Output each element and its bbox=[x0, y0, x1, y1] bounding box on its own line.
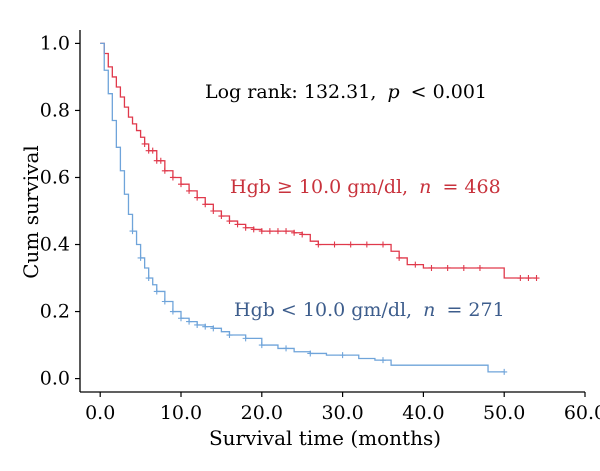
censor-mark bbox=[283, 345, 290, 352]
x-tick-label: 10.0 bbox=[160, 402, 202, 424]
series-label-main: Hgb ≥ 10.0 gm/dl, bbox=[230, 176, 408, 198]
series-label-n: n bbox=[423, 299, 435, 321]
censor-mark bbox=[517, 275, 524, 282]
censor-mark bbox=[178, 315, 184, 322]
censor-mark bbox=[460, 264, 467, 271]
censor-mark bbox=[363, 241, 370, 248]
censor-mark bbox=[396, 254, 403, 261]
censor-mark bbox=[266, 228, 273, 235]
censor-mark bbox=[380, 241, 386, 248]
censor-mark bbox=[283, 228, 290, 235]
x-tick-label: 50.0 bbox=[483, 402, 525, 424]
log-rank-annotation: Log rank: 132.31, p < 0.001 bbox=[205, 81, 487, 103]
censor-mark bbox=[234, 221, 241, 228]
censor-mark bbox=[149, 147, 156, 154]
censor-mark bbox=[202, 323, 209, 330]
series-label-main: Hgb < 10.0 gm/dl, bbox=[234, 299, 412, 321]
censor-mark bbox=[331, 241, 338, 248]
series-label-high-hgb: Hgb ≥ 10.0 gm/dl, n = 468 bbox=[230, 176, 501, 198]
censor-mark bbox=[347, 241, 354, 248]
censor-mark bbox=[412, 261, 419, 268]
censor-mark bbox=[137, 254, 144, 261]
censor-mark bbox=[533, 275, 540, 282]
x-tick-label: 0.0 bbox=[85, 402, 115, 424]
axes bbox=[79, 30, 585, 393]
p-symbol: p bbox=[387, 81, 399, 103]
series-label-count: = 468 bbox=[442, 176, 500, 198]
survival-curve bbox=[100, 42, 505, 373]
censor-mark bbox=[210, 208, 217, 214]
p-value: < 0.001 bbox=[411, 81, 487, 103]
censor-mark bbox=[161, 298, 168, 305]
censor-mark bbox=[218, 213, 225, 220]
censor-mark bbox=[501, 368, 508, 375]
censor-mark bbox=[428, 264, 435, 271]
series-label-count: = 271 bbox=[446, 299, 504, 321]
y-tick-label: 0.8 bbox=[40, 99, 70, 121]
censor-mark bbox=[476, 264, 483, 271]
survival-curve bbox=[100, 42, 537, 279]
censor-mark bbox=[299, 231, 306, 238]
y-tick-label: 1.0 bbox=[40, 32, 70, 54]
censor-mark bbox=[315, 241, 322, 248]
censor-mark bbox=[226, 332, 233, 339]
log-rank-prefix: Log rank: 132.31, bbox=[205, 81, 376, 103]
y-tick-label: 0.0 bbox=[40, 368, 70, 390]
censor-mark bbox=[210, 325, 217, 332]
censor-mark bbox=[291, 229, 298, 236]
censor-mark bbox=[169, 308, 176, 315]
censor-mark bbox=[380, 357, 386, 364]
y-tick-label: 0.2 bbox=[40, 301, 70, 323]
y-tick-label: 0.6 bbox=[40, 166, 70, 188]
censor-mark bbox=[444, 264, 451, 271]
censor-mark bbox=[186, 187, 193, 194]
censor-mark bbox=[157, 157, 164, 164]
series-1 bbox=[100, 42, 508, 375]
censor-mark bbox=[202, 201, 209, 208]
censor-mark bbox=[186, 318, 193, 325]
series-label-low-hgb: Hgb < 10.0 gm/dl, n = 271 bbox=[234, 299, 505, 321]
censor-mark bbox=[258, 342, 265, 349]
censor-mark bbox=[307, 350, 314, 357]
censor-mark bbox=[141, 140, 148, 147]
y-ticks: 0.0 0.2 0.4 0.6 0.8 1.0 bbox=[40, 32, 80, 390]
y-tick-label: 0.4 bbox=[40, 234, 70, 256]
x-tick-label: 20.0 bbox=[241, 402, 283, 424]
censor-mark bbox=[242, 224, 249, 231]
censor-mark bbox=[161, 167, 168, 174]
censor-mark bbox=[525, 275, 532, 282]
censor-mark bbox=[258, 228, 265, 235]
censor-mark bbox=[153, 288, 160, 295]
censor-mark bbox=[250, 226, 257, 233]
censor-mark bbox=[169, 174, 176, 181]
censor-mark bbox=[178, 181, 184, 188]
censor-mark bbox=[129, 228, 136, 235]
censor-mark bbox=[242, 335, 249, 342]
censor-mark bbox=[145, 275, 152, 282]
x-axis-title: Survival time (months) bbox=[209, 426, 441, 450]
y-axis-title: Cum survival bbox=[19, 145, 43, 279]
censor-mark bbox=[226, 218, 233, 225]
censor-mark bbox=[194, 321, 201, 328]
series-label-n: n bbox=[419, 176, 431, 198]
x-tick-label: 60.0 bbox=[564, 402, 600, 424]
series-layer bbox=[100, 42, 540, 375]
censor-mark bbox=[274, 228, 281, 235]
x-tick-label: 30.0 bbox=[321, 402, 363, 424]
x-tick-label: 40.0 bbox=[402, 402, 444, 424]
censor-mark bbox=[339, 352, 346, 359]
series-0 bbox=[100, 42, 540, 282]
x-ticks: 0.0 10.0 20.0 30.0 40.0 50.0 60.0 bbox=[85, 392, 600, 424]
censor-mark bbox=[194, 194, 201, 201]
